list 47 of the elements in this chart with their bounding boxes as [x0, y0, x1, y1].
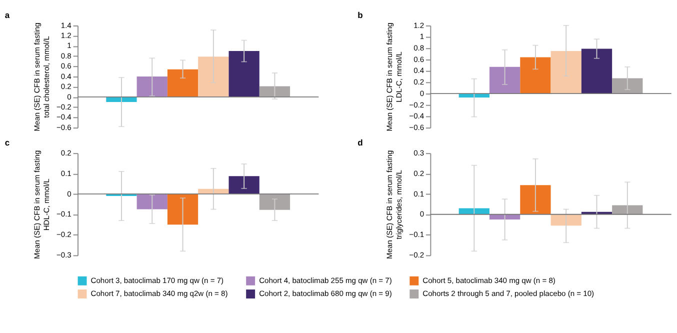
y-tick-label: −0.4 [56, 112, 72, 122]
y-tick-label: 0.6 [60, 62, 72, 71]
chart-title: b [358, 10, 363, 20]
y-tick-label: −0.6 [56, 122, 72, 132]
chart-title: a [4, 10, 10, 20]
y-tick-label: 1 [420, 32, 424, 42]
y-tick-label: −0.2 [409, 100, 424, 110]
y-tick-label: −0.3 [56, 250, 72, 260]
chart-title: d [358, 138, 363, 148]
y-tick-label: −0.6 [409, 122, 424, 132]
y-tick-label: −0.4 [409, 112, 424, 121]
legend-label: Cohort 7, batoclimab 340 mg q2w (n = 8) [90, 288, 228, 298]
y-tick-label: 0 [67, 189, 72, 198]
y-tick-label: −0.1 [409, 230, 424, 240]
y-tick-label: 1.2 [414, 20, 424, 30]
y-axis-title: Mean (SE) CFB in serum fasting HDL-C, mmol/L [32, 150, 51, 259]
y-tick-label: 0.4 [60, 72, 72, 81]
y-tick-label: 0.4 [414, 66, 424, 76]
legend-label: Cohort 5, batoclimab 340 mg qw (n = 8) [422, 276, 556, 285]
y-tick-label: 0.2 [414, 78, 424, 87]
y-tick-label: 0.1 [414, 189, 424, 198]
y-axis-title: Mean (SE) CFB in serum fasting LDL-C, mmol/L [385, 22, 404, 132]
y-tick-label: 0.2 [414, 168, 424, 178]
y-tick-label: 0.2 [60, 148, 72, 158]
y-tick-label: 0.8 [60, 51, 72, 60]
chart-title: c [4, 138, 10, 148]
y-axis-title: Mean (SE) CFB in serum fasting total cholesterol, mmol/L [32, 22, 51, 132]
y-tick-label: −0.2 [409, 250, 424, 260]
y-tick-label: 0 [67, 92, 72, 102]
legend-label: Cohorts 2 through 5 and 7, pooled placebo (n = 10) [422, 288, 595, 298]
y-tick-label: 1.2 [60, 31, 72, 40]
legend-label: Cohort 3, batoclimab 170 mg qw (n = 7) [90, 276, 224, 285]
y-tick-label: 0.2 [60, 82, 72, 92]
y-tick-label: 0.1 [60, 168, 72, 178]
y-tick-label: 1 [67, 41, 72, 50]
y-axis-title: Mean (SE) CFB in serum fasting triglycerides, mmol/L [385, 150, 404, 259]
y-tick-label: 0.3 [414, 148, 424, 158]
y-tick-label: −0.2 [56, 230, 72, 240]
y-tick-label: 0 [420, 210, 424, 219]
y-tick-label: 0 [420, 88, 424, 98]
y-tick-label: 0.8 [414, 44, 424, 53]
y-tick-label: −0.2 [56, 102, 72, 112]
y-tick-label: −0.1 [56, 210, 72, 219]
y-tick-label: 1.4 [60, 20, 72, 30]
legend-label: Cohort 2, batoclimab 680 mg qw (n = 9) [259, 288, 392, 298]
y-tick-label: 0.6 [414, 54, 424, 64]
legend-label: Cohort 4, batoclimab 255 mg qw (n = 7) [259, 276, 392, 285]
